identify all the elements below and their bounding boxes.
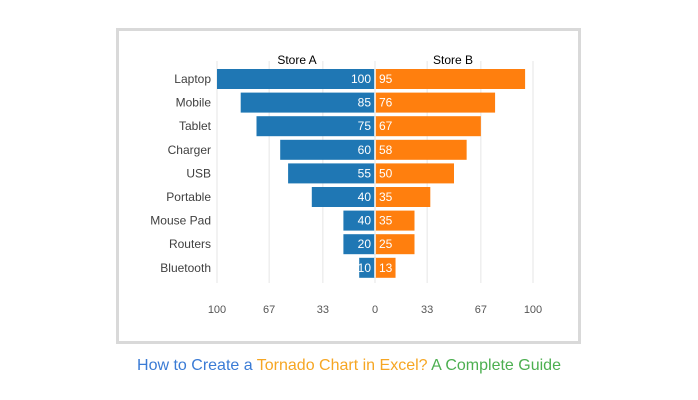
data-label-store-b: 35 [379,214,393,228]
data-label-store-a: 75 [358,119,372,133]
series-header: Store B [433,53,473,67]
series-header: Store A [277,53,316,67]
category-label: Routers [169,237,211,251]
bar-store-a [240,92,375,113]
x-tick-label: 67 [475,304,487,316]
caption-part-1: How to Create a [137,357,257,374]
data-label-store-b: 58 [379,143,393,157]
bar-store-a [217,69,375,89]
bar-store-b [375,116,481,137]
data-label-store-a: 55 [358,166,372,180]
data-label-store-a: 40 [358,190,372,204]
data-label-store-a: 40 [358,214,372,228]
category-label: USB [186,166,211,180]
caption: How to Create a Tornado Chart in Excel? … [0,356,698,376]
category-label: Charger [168,143,211,157]
bar-store-b [375,187,431,207]
bar-store-b [375,69,526,89]
bar-store-a [343,210,375,231]
data-label-store-a: 60 [358,143,372,157]
data-label-store-b: 13 [379,261,393,275]
data-label-store-a: 20 [358,237,372,251]
category-label: Bluetooth [160,261,211,275]
x-tick-label: 100 [524,304,542,316]
bar-store-a [256,116,375,137]
data-label-store-a: 100 [351,72,371,86]
x-tick-label: 100 [208,304,226,316]
caption-part-3: A Complete Guide [427,357,561,374]
category-label: Mobile [176,96,212,110]
category-label: Laptop [174,72,211,86]
data-label-store-a: 85 [358,96,372,110]
chart-frame: 100 67 33 0 33 67 100 Store A Store B 100 95 Laptop… [116,28,581,344]
bar-store-a [288,163,375,184]
bar-store-b [375,210,415,231]
data-label-store-b: 25 [379,237,393,251]
bar-store-b [375,163,454,184]
caption-part-2: Tornado Chart in Excel? [256,357,428,374]
data-label-store-a: 10 [358,261,372,275]
bar-store-b [375,257,396,278]
x-tick-label: 0 [372,304,378,316]
category-label: Mouse Pad [150,214,211,228]
bar-store-a [343,234,375,255]
category-label: Portable [166,190,211,204]
bar-store-b [375,92,496,113]
x-tick-label: 67 [263,304,275,316]
x-tick-label: 33 [421,304,433,316]
data-label-store-b: 95 [379,72,393,86]
data-label-store-b: 50 [379,166,393,180]
data-label-store-b: 35 [379,190,393,204]
bar-store-a [359,257,375,278]
bar-store-b [375,234,415,255]
data-label-store-b: 76 [379,96,393,110]
tornado-chart: 100 67 33 0 33 67 100 Store A Store B 100 95 Laptop… [150,53,542,316]
bar-store-a [311,187,375,207]
x-tick-label: 33 [317,304,329,316]
category-label: Tablet [179,119,212,133]
data-label-store-b: 67 [379,119,393,133]
bar-store-a [280,139,375,160]
bar-store-b [375,139,467,160]
